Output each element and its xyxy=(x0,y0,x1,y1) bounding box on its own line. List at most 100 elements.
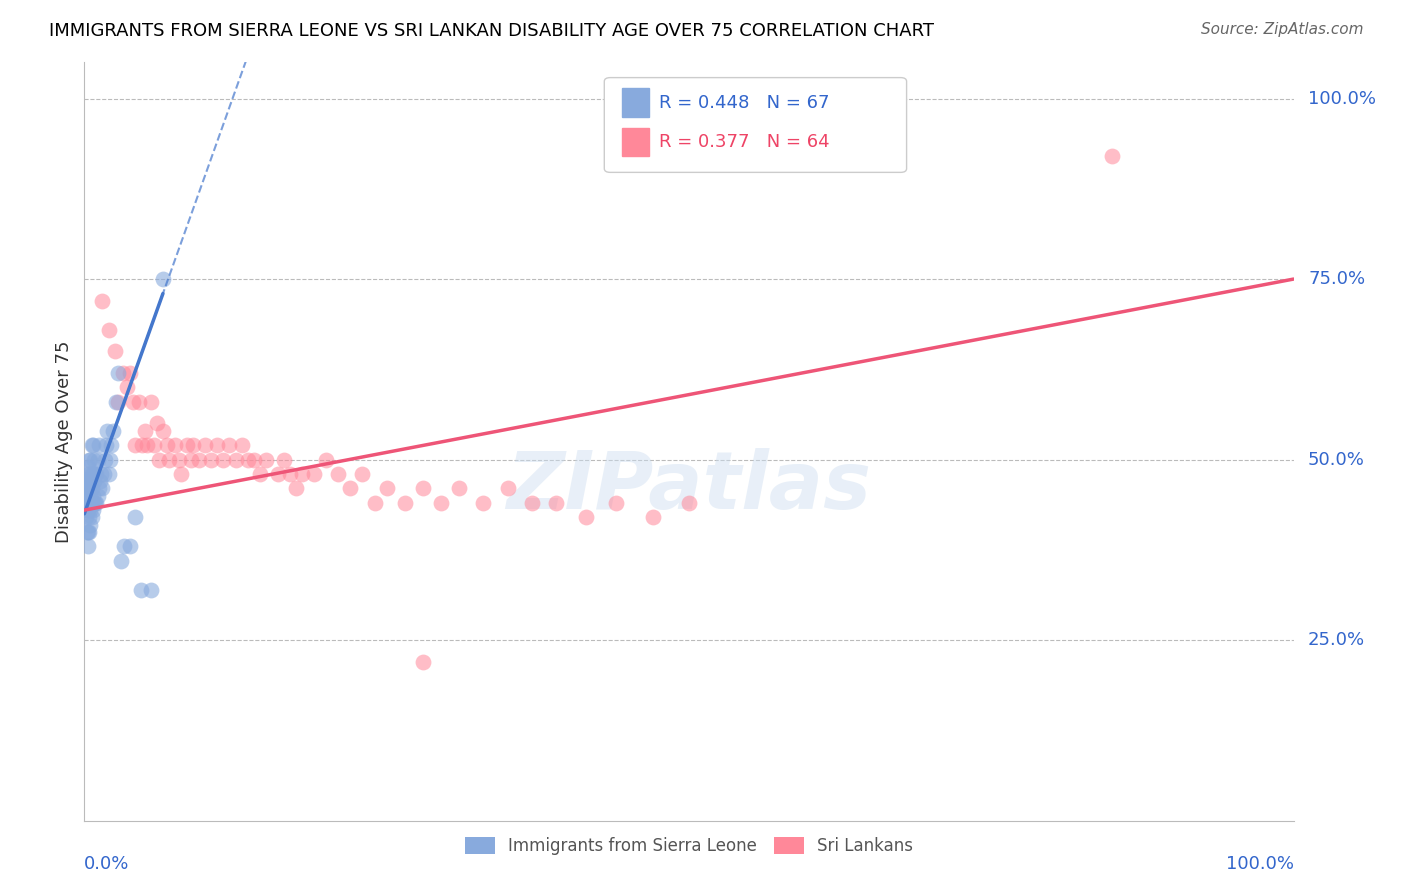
Point xyxy=(83,452,105,467)
Point xyxy=(112,539,135,553)
Point xyxy=(544,496,567,510)
Point xyxy=(97,467,120,481)
Point xyxy=(575,510,598,524)
Point xyxy=(121,394,143,409)
Point xyxy=(77,503,100,517)
Point xyxy=(80,482,103,496)
Point xyxy=(112,366,135,380)
Point xyxy=(82,467,104,481)
Point xyxy=(77,489,100,503)
Text: IMMIGRANTS FROM SIERRA LEONE VS SRI LANKAN DISABILITY AGE OVER 75 CORRELATION CH: IMMIGRANTS FROM SIERRA LEONE VS SRI LANK… xyxy=(49,22,934,40)
Point xyxy=(273,452,295,467)
Point xyxy=(80,510,103,524)
Point xyxy=(104,394,127,409)
Point xyxy=(430,496,453,510)
Point xyxy=(212,452,235,467)
Point xyxy=(328,467,350,481)
Point xyxy=(124,510,146,524)
Point xyxy=(80,438,103,452)
Point xyxy=(165,438,187,452)
Point xyxy=(176,438,198,452)
Point xyxy=(104,344,127,359)
Point xyxy=(83,496,105,510)
Text: 50.0%: 50.0% xyxy=(1308,450,1365,468)
Point xyxy=(167,452,190,467)
Point xyxy=(284,482,308,496)
Point xyxy=(155,438,177,452)
Point xyxy=(82,503,104,517)
Point xyxy=(75,489,97,503)
Point xyxy=(75,496,97,510)
Point xyxy=(80,496,103,510)
Point xyxy=(134,424,156,438)
Point xyxy=(352,467,374,481)
Bar xyxy=(623,88,650,117)
Point xyxy=(79,517,101,532)
Point xyxy=(120,539,142,553)
Point xyxy=(188,452,211,467)
Text: Source: ZipAtlas.com: Source: ZipAtlas.com xyxy=(1201,22,1364,37)
Point xyxy=(100,438,122,452)
Point xyxy=(254,452,277,467)
Point xyxy=(128,394,150,409)
Point xyxy=(107,394,129,409)
Point xyxy=(86,489,108,503)
Text: 100.0%: 100.0% xyxy=(1226,855,1294,872)
Point xyxy=(605,496,627,510)
Point xyxy=(225,452,247,467)
Point xyxy=(291,467,314,481)
Y-axis label: Disability Age Over 75: Disability Age Over 75 xyxy=(55,340,73,543)
Point xyxy=(84,496,107,510)
Point xyxy=(302,467,325,481)
Point xyxy=(77,482,100,496)
Text: 100.0%: 100.0% xyxy=(1308,89,1376,108)
Text: 75.0%: 75.0% xyxy=(1308,270,1365,288)
Point xyxy=(131,438,153,452)
Point xyxy=(180,452,202,467)
Point xyxy=(194,438,217,452)
Point xyxy=(363,496,385,510)
FancyBboxPatch shape xyxy=(605,78,907,172)
Point xyxy=(76,467,98,481)
Point xyxy=(472,496,495,510)
Point xyxy=(412,655,434,669)
Point xyxy=(77,452,100,467)
Point xyxy=(98,452,121,467)
Point xyxy=(157,452,180,467)
Point xyxy=(107,366,129,380)
Point xyxy=(449,482,471,496)
Point xyxy=(375,482,398,496)
Point xyxy=(77,496,100,510)
Point xyxy=(124,438,146,452)
Point xyxy=(94,438,117,452)
Point xyxy=(110,554,132,568)
Point xyxy=(120,366,142,380)
Point xyxy=(93,467,115,481)
Point xyxy=(143,438,166,452)
Point xyxy=(339,482,361,496)
Point xyxy=(231,438,253,452)
Point xyxy=(75,475,97,489)
Point xyxy=(242,452,264,467)
Point xyxy=(267,467,290,481)
Text: 0.0%: 0.0% xyxy=(84,855,129,872)
Point xyxy=(678,496,700,510)
Point xyxy=(136,438,159,452)
Point xyxy=(77,475,100,489)
Point xyxy=(170,467,193,481)
Point xyxy=(76,496,98,510)
Point xyxy=(86,452,108,467)
Point xyxy=(641,510,664,524)
Point xyxy=(80,467,103,481)
Point xyxy=(77,539,100,553)
Point xyxy=(315,452,337,467)
Point xyxy=(96,424,118,438)
Point xyxy=(152,272,174,286)
Point xyxy=(200,452,222,467)
Point xyxy=(115,380,138,394)
Point xyxy=(79,475,101,489)
Point xyxy=(520,496,543,510)
Bar xyxy=(623,128,650,156)
Point xyxy=(1101,149,1123,163)
Point xyxy=(91,482,114,496)
